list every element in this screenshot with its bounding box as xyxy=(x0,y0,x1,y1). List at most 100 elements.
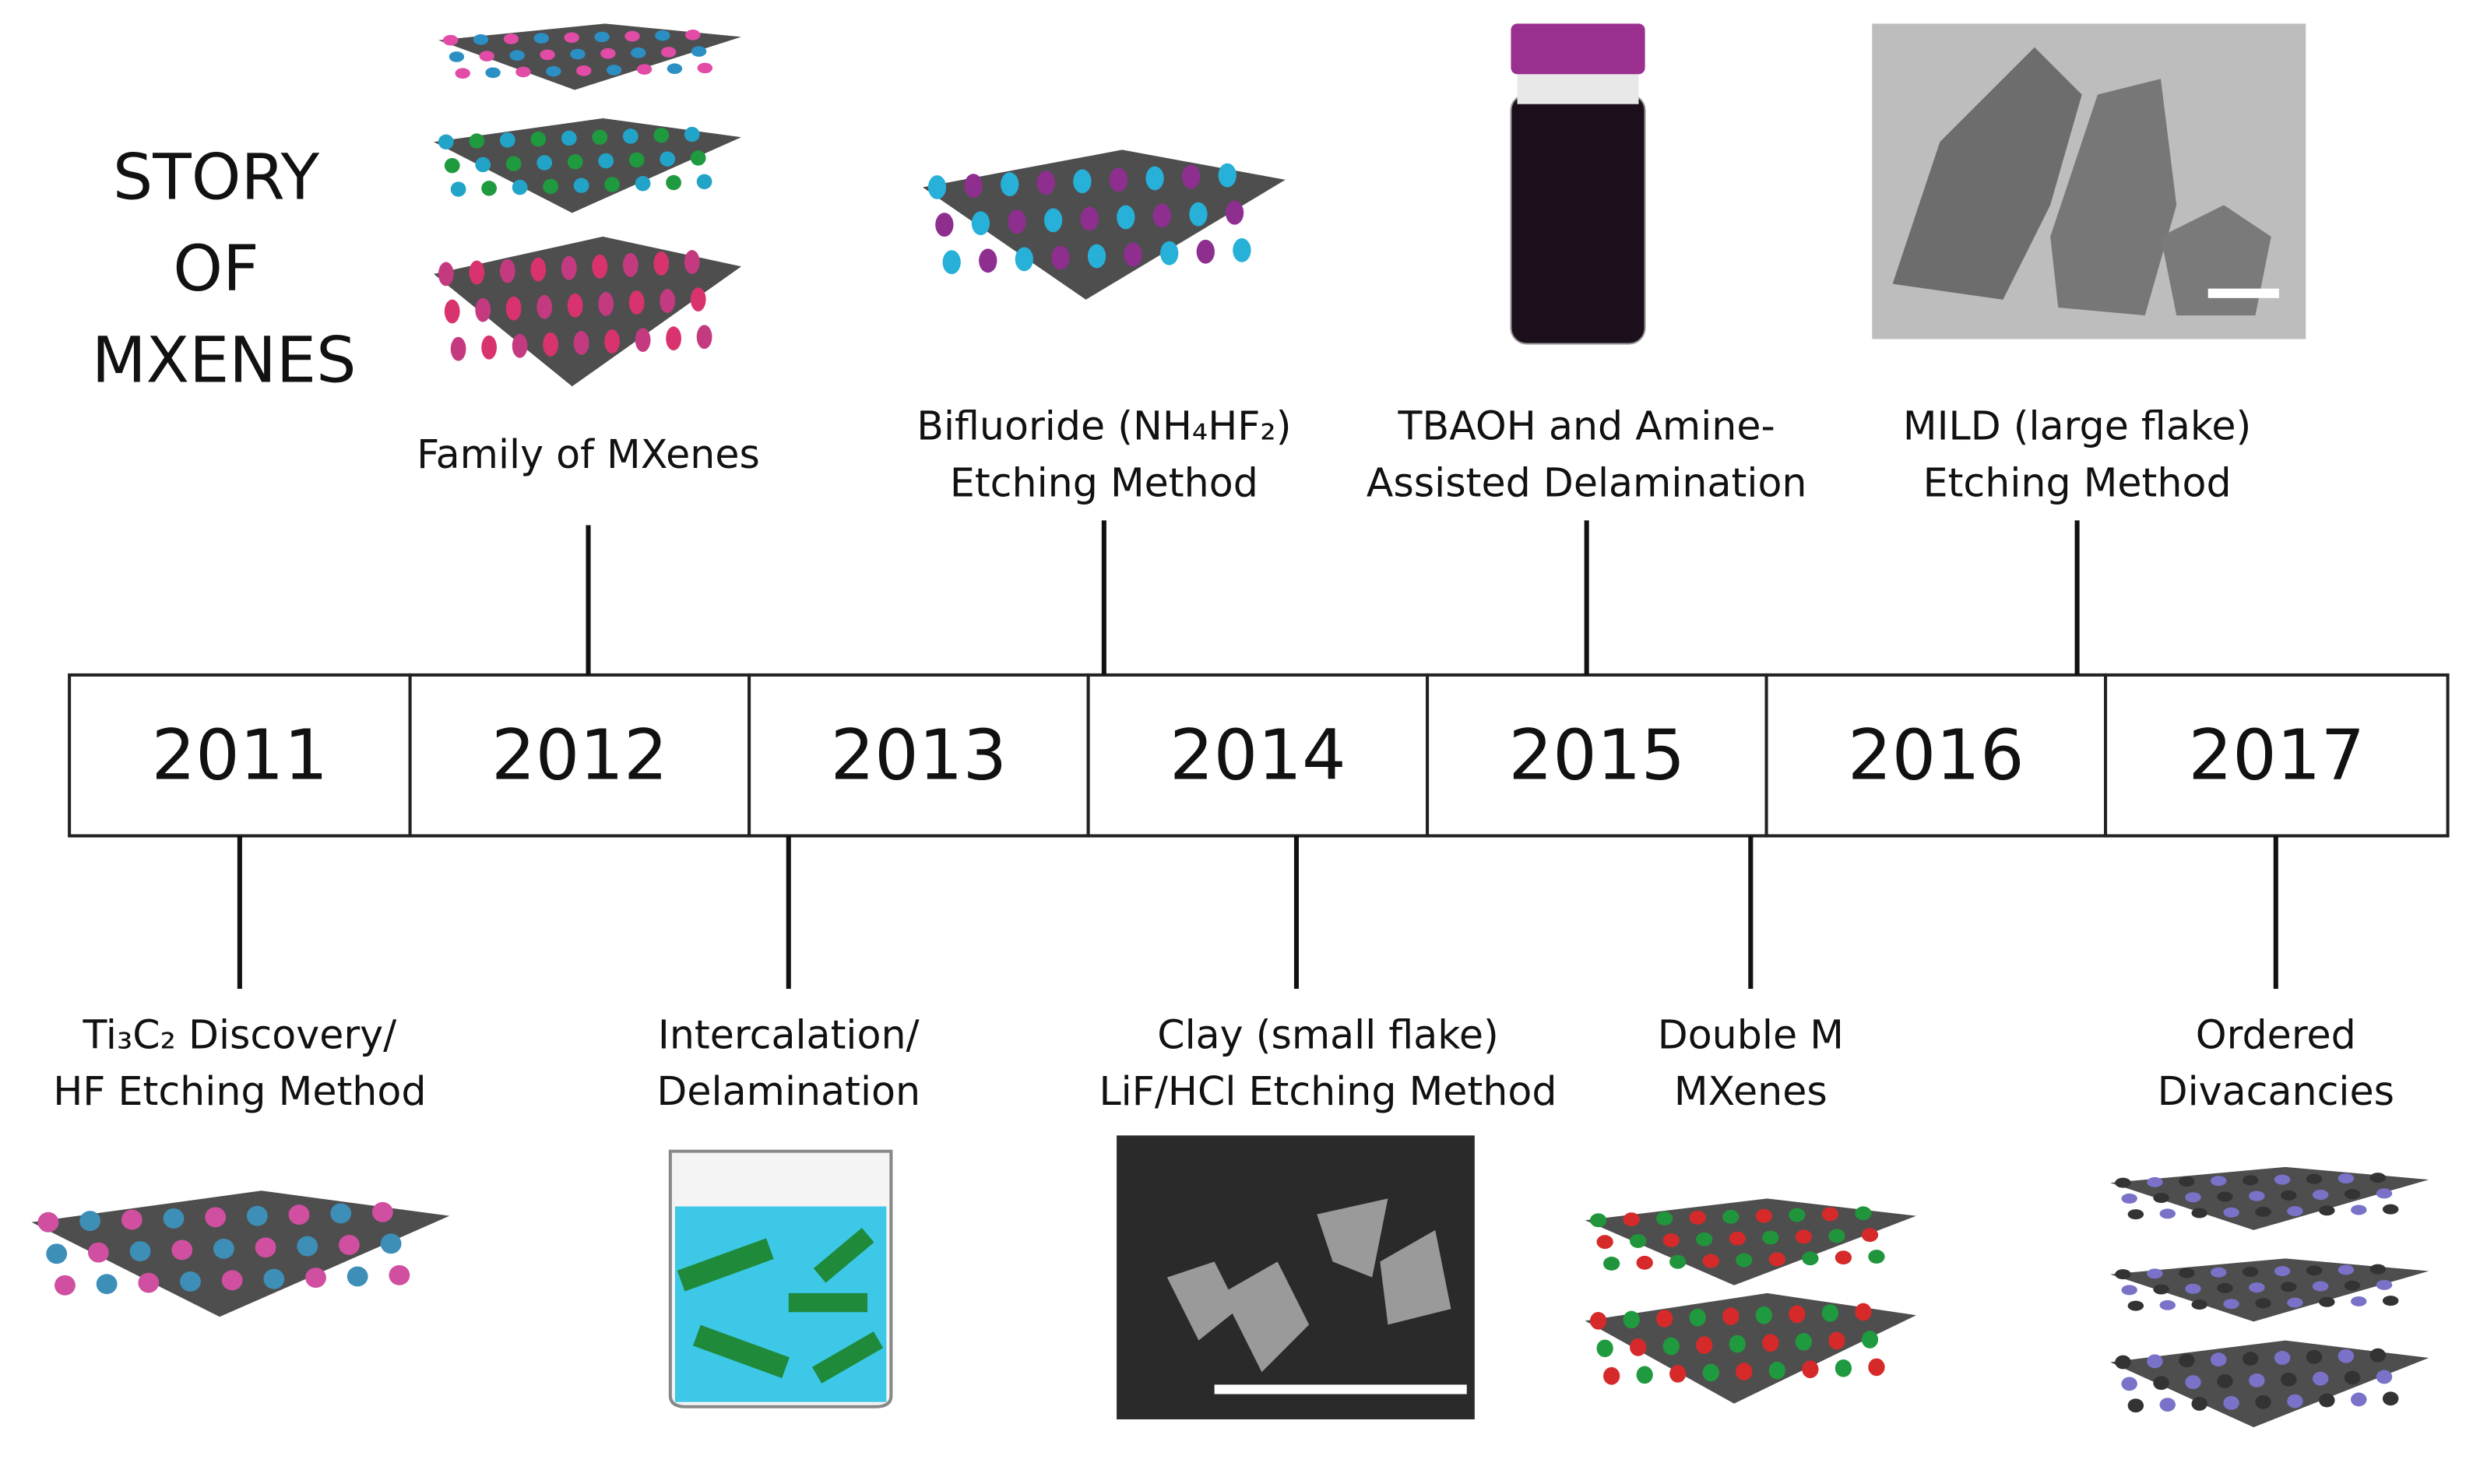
atom xyxy=(628,152,645,168)
atom xyxy=(438,134,454,150)
atom xyxy=(330,1203,352,1224)
atom xyxy=(1590,1213,1607,1228)
atom xyxy=(2287,1394,2303,1408)
atom xyxy=(1630,1338,1647,1356)
atom xyxy=(942,250,961,275)
atom xyxy=(499,258,515,283)
atom xyxy=(570,48,586,60)
atom xyxy=(2211,1267,2227,1278)
event-label: Intercalation/ xyxy=(658,1011,920,1057)
atom xyxy=(530,131,547,147)
atom xyxy=(2287,1206,2303,1217)
atom xyxy=(2147,1268,2163,1279)
atom xyxy=(1008,209,1026,234)
atom xyxy=(598,292,614,316)
atom xyxy=(927,175,947,199)
atom xyxy=(221,1270,243,1291)
atom xyxy=(1196,239,1215,264)
atom xyxy=(288,1204,310,1226)
atom xyxy=(2306,1349,2323,1364)
atom xyxy=(1828,1229,1845,1243)
atom xyxy=(2376,1279,2393,1290)
atom xyxy=(690,150,706,166)
atom xyxy=(536,294,553,319)
atom xyxy=(667,63,683,75)
atom xyxy=(2306,1265,2323,1276)
atom xyxy=(1596,1235,1613,1249)
atom xyxy=(1835,1250,1852,1265)
atom xyxy=(509,50,525,62)
atom xyxy=(2249,1282,2265,1293)
year-label: 2015 xyxy=(1508,716,1685,797)
atom xyxy=(1702,1254,1719,1268)
atom xyxy=(1043,208,1063,233)
atom xyxy=(600,47,616,59)
atom xyxy=(594,31,610,43)
year-label: 2012 xyxy=(491,716,668,797)
atom xyxy=(1109,167,1128,192)
atom xyxy=(2255,1206,2271,1217)
atom xyxy=(543,332,558,357)
atom xyxy=(604,329,620,353)
atom xyxy=(592,129,608,145)
atom xyxy=(2153,1193,2169,1204)
atom xyxy=(171,1240,193,1261)
atom xyxy=(1630,1234,1647,1248)
atom xyxy=(512,179,528,195)
atom xyxy=(1051,245,1070,270)
atom xyxy=(1233,237,1251,262)
atom xyxy=(2159,1299,2176,1310)
atom xyxy=(2312,1281,2329,1292)
atom xyxy=(205,1207,227,1228)
atom xyxy=(1015,247,1034,272)
atom xyxy=(1662,1337,1680,1356)
atom xyxy=(2127,1398,2144,1413)
atom xyxy=(2147,1176,2163,1187)
crystal-image xyxy=(434,236,741,387)
atom xyxy=(2274,1351,2291,1365)
atom xyxy=(255,1237,276,1258)
atom xyxy=(653,251,670,276)
atom xyxy=(2121,1377,2137,1391)
event-label: Divacancies xyxy=(2158,1068,2394,1114)
atom xyxy=(1802,1251,1819,1266)
atom xyxy=(1623,1212,1640,1227)
atom xyxy=(1795,1229,1813,1244)
atom xyxy=(684,250,700,274)
atom xyxy=(1117,205,1135,230)
atom xyxy=(380,1233,402,1254)
sem-image xyxy=(1872,23,2306,339)
atom xyxy=(1001,172,1019,197)
event-label: Ti₃C₂ Discovery/ xyxy=(83,1011,398,1057)
atom xyxy=(546,65,561,77)
atom xyxy=(450,181,466,197)
atom xyxy=(622,128,638,144)
event-label: TBAOH and Amine- xyxy=(1398,403,1775,448)
atom xyxy=(543,178,558,195)
atom xyxy=(2191,1208,2207,1218)
atom xyxy=(87,1242,109,1263)
atom xyxy=(1596,1339,1613,1358)
event-label: MXenes xyxy=(1674,1068,1827,1114)
title-line: STORY xyxy=(113,141,320,214)
atom xyxy=(2211,1352,2227,1367)
atom xyxy=(2376,1188,2393,1199)
atom xyxy=(469,133,485,149)
atom xyxy=(624,30,640,42)
atom xyxy=(576,65,592,76)
atom xyxy=(96,1274,118,1295)
atom xyxy=(2338,1173,2355,1183)
atom xyxy=(2382,1296,2399,1306)
atom xyxy=(635,176,651,192)
atom xyxy=(1636,1255,1653,1270)
atom xyxy=(347,1266,368,1287)
event-label: Delamination xyxy=(656,1068,920,1114)
atom xyxy=(163,1208,185,1229)
atom xyxy=(690,287,706,312)
atom xyxy=(1828,1331,1845,1350)
atom xyxy=(1603,1257,1620,1271)
atom xyxy=(213,1238,234,1259)
atom xyxy=(1768,1361,1785,1380)
atom xyxy=(660,151,676,167)
